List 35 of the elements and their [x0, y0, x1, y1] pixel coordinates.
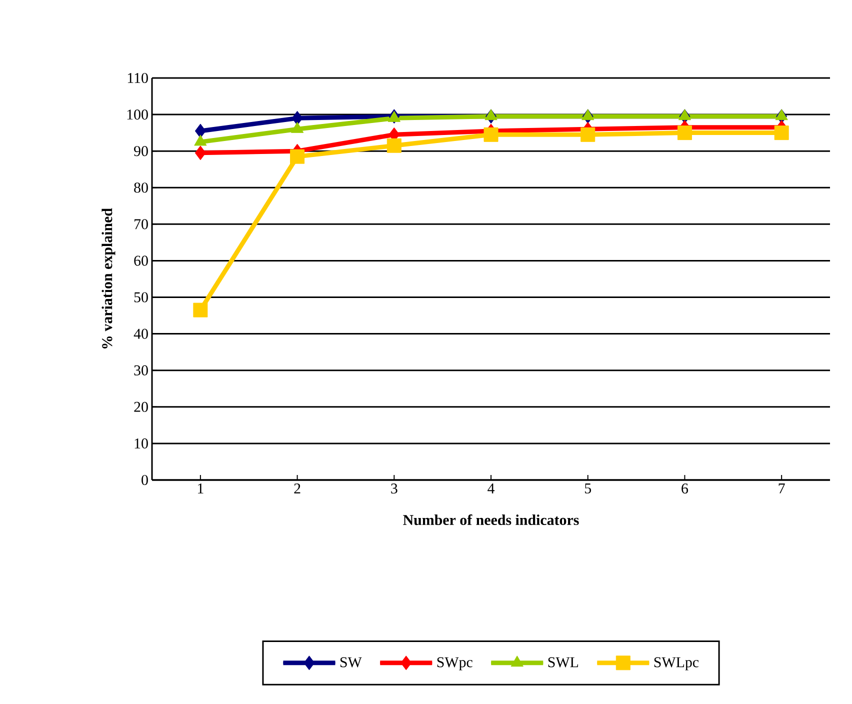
point [484, 127, 498, 142]
y-tick-label: 110 [128, 72, 148, 84]
x-tick-label: 2 [294, 484, 300, 494]
y-tick-label: 30 [134, 365, 148, 376]
y-tick-label: 40 [134, 328, 148, 339]
point [194, 146, 206, 160]
y-tick-label: 20 [134, 402, 148, 412]
point [677, 126, 692, 140]
y-tick-label: 80 [134, 182, 148, 193]
point [386, 138, 402, 153]
x-axis-title: Number of needs indicators [403, 514, 579, 526]
y-tick-label: 0 [142, 474, 148, 486]
point [290, 149, 305, 164]
legend-label: SWpc [437, 657, 472, 670]
point [774, 126, 789, 140]
y-tick-label: 100 [127, 109, 148, 120]
x-tick-label: 1 [198, 484, 204, 494]
x-tick-label: 5 [585, 484, 592, 494]
y-axis-title: % variation explained [102, 208, 116, 348]
y-tick-label: 10 [134, 438, 148, 448]
y-tick-label: 70 [134, 219, 148, 230]
x-tick-label: 4 [488, 484, 495, 494]
point [194, 124, 206, 138]
x-tick-label: 3 [391, 484, 398, 494]
legend-label: SW [340, 657, 362, 668]
y-tick-label: 60 [134, 256, 148, 266]
x-tick-label: 6 [682, 484, 688, 494]
x-tick-label: 7 [778, 484, 785, 494]
point [580, 127, 596, 142]
y-tick-label: 50 [134, 292, 148, 302]
legend-label: SWL [548, 657, 578, 668]
y-tick-label: 90 [134, 146, 148, 156]
legend-label: SWLpc [654, 657, 699, 670]
point [193, 302, 208, 318]
point [292, 110, 303, 126]
